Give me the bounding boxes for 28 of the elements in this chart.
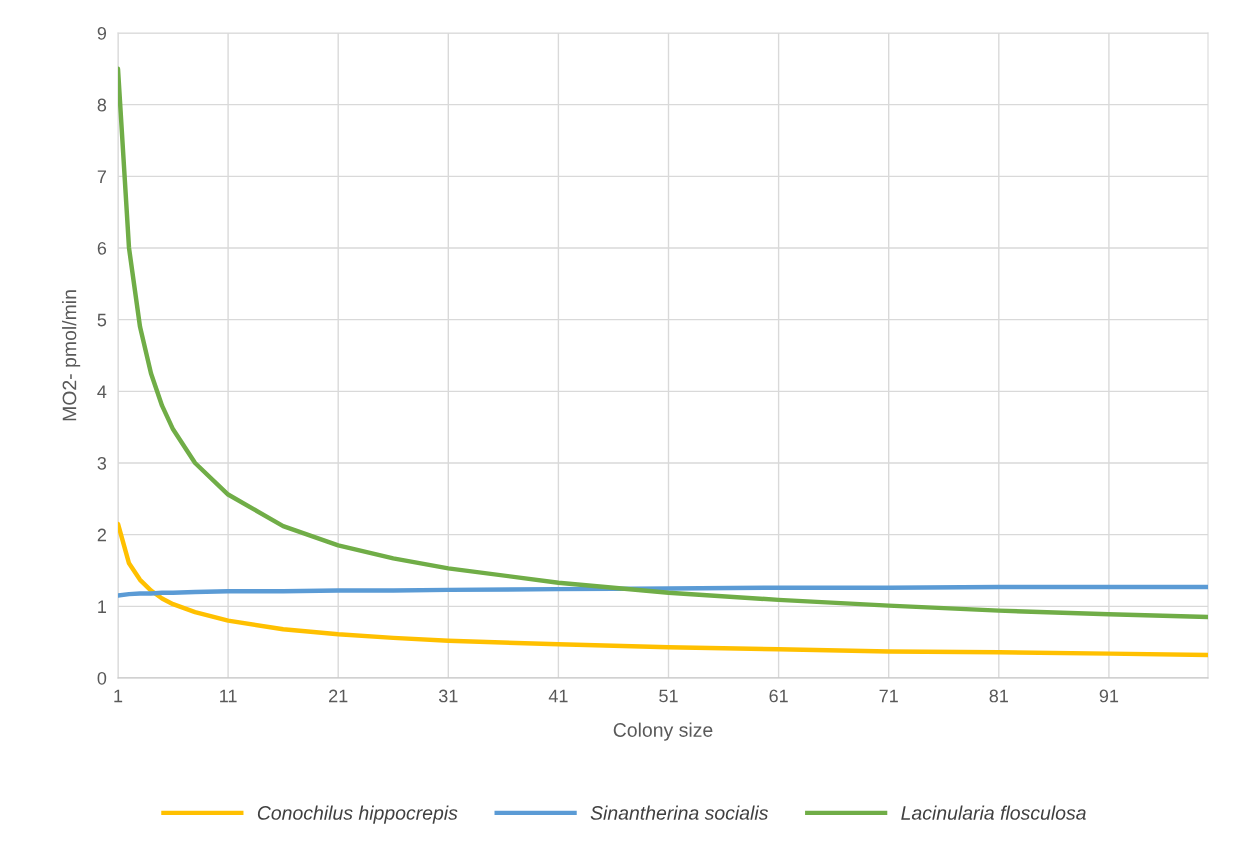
line-series bbox=[118, 584, 1208, 598]
x-tick-label: 1 bbox=[114, 689, 123, 703]
legend-label: Conochilus hippocrepis bbox=[257, 805, 458, 824]
y-tick-label: 3 bbox=[97, 456, 107, 470]
x-tick-label: 81 bbox=[989, 689, 1008, 703]
y-tick-label: 5 bbox=[97, 313, 107, 327]
x-tick-label: 61 bbox=[769, 689, 788, 703]
y-tick-label: 8 bbox=[97, 98, 107, 112]
x-tick-label: 31 bbox=[438, 689, 458, 703]
y-tick-label: 6 bbox=[97, 241, 107, 255]
y-tick-label: 7 bbox=[97, 170, 106, 183]
legend-label: Lacinularia flosculosa bbox=[901, 805, 1086, 820]
y-tick-label: 1 bbox=[98, 600, 107, 613]
x-tick-label: 51 bbox=[659, 689, 678, 703]
y-tick-label: 9 bbox=[97, 26, 107, 40]
legend-label: Sinantherina socialis bbox=[590, 805, 769, 820]
x-axis-title: Colony size bbox=[613, 722, 713, 741]
line-series bbox=[118, 66, 1208, 620]
x-tick-label: 91 bbox=[1099, 689, 1119, 703]
y-tick-label: 4 bbox=[97, 385, 107, 398]
x-tick-label: 21 bbox=[329, 689, 348, 703]
x-tick-label: 71 bbox=[879, 689, 898, 703]
x-tick-label: 41 bbox=[548, 689, 568, 703]
line-series bbox=[118, 521, 1208, 658]
y-tick-label: 0 bbox=[97, 671, 107, 685]
y-tick-label: 2 bbox=[97, 528, 106, 542]
y-axis-title: MO2- pmol/min bbox=[62, 290, 81, 421]
x-tick-label: 11 bbox=[220, 689, 237, 703]
